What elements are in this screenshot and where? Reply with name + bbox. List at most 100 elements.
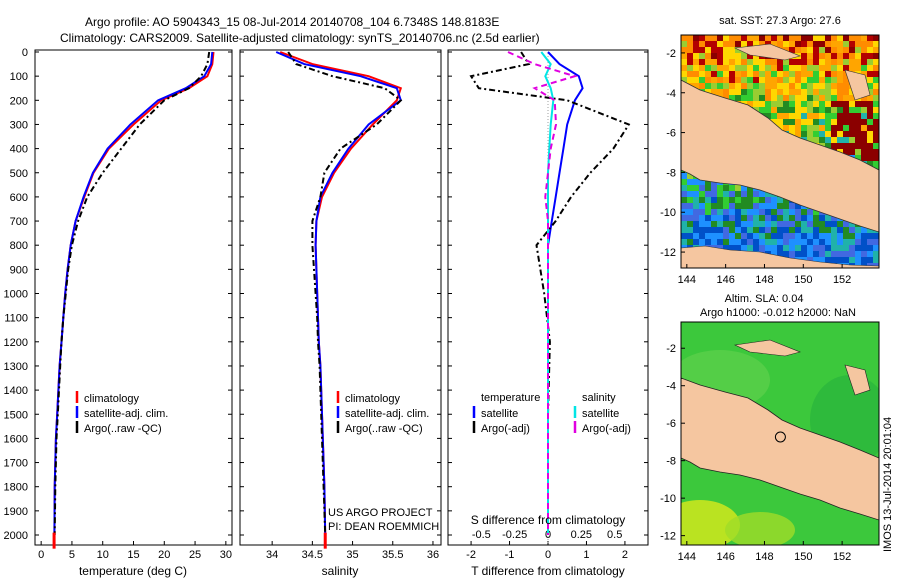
sst-cell [699, 41, 705, 47]
sst-cell [867, 101, 873, 107]
sst-cell [867, 77, 873, 83]
sst-cell [825, 59, 831, 65]
sst-cell [831, 215, 837, 221]
sst-cell [843, 107, 849, 113]
sst-cell [681, 77, 687, 83]
sst-cell [729, 77, 735, 83]
sst-cell [687, 59, 693, 65]
sst-cell [777, 233, 783, 239]
sst-cell [867, 227, 873, 233]
sst-cell [813, 119, 819, 125]
sst-cell [807, 239, 813, 245]
sst-cell [723, 77, 729, 83]
sst-cell [747, 221, 753, 227]
sst-cell [861, 59, 867, 65]
sst-cell [729, 191, 735, 197]
sst-cell [699, 221, 705, 227]
sst-cell [795, 47, 801, 53]
sst-cell [801, 107, 807, 113]
map-lat-label: -8 [666, 167, 676, 179]
sst-cell [723, 71, 729, 77]
sst-cell [711, 47, 717, 53]
sst-cell [711, 65, 717, 71]
sst-cell [867, 41, 873, 47]
sst-cell [753, 221, 759, 227]
sst-cell [789, 89, 795, 95]
sst-cell [777, 251, 783, 257]
credit-pi: PI: DEAN ROEMMICH [328, 521, 439, 533]
sst-cell [789, 119, 795, 125]
sst-cell [855, 53, 861, 59]
sst-cell [819, 119, 825, 125]
sst-cell [795, 107, 801, 113]
sst-cell [723, 227, 729, 233]
sst-cell [855, 65, 861, 71]
sst-cell [717, 227, 723, 233]
sst-cell [681, 239, 687, 245]
sst-cell [741, 59, 747, 65]
sst-cell [777, 77, 783, 83]
sst-cell [843, 47, 849, 53]
sst-cell [711, 233, 717, 239]
sst-cell [867, 59, 873, 65]
sst-cell [861, 233, 867, 239]
sst-landmass-south [681, 245, 879, 268]
salinity-legend: climatology satellite-adj. clim. Argo(..… [336, 391, 429, 435]
sst-cell [747, 77, 753, 83]
sst-cell [687, 203, 693, 209]
sst-cell [795, 95, 801, 101]
sst-cell [867, 107, 873, 113]
sst-cell [723, 245, 729, 251]
sst-cell [783, 203, 789, 209]
sst-cell [813, 215, 819, 221]
sst-cell [843, 245, 849, 251]
map-lat-label: -12 [660, 247, 676, 259]
sst-cell [747, 65, 753, 71]
sst-cell [837, 245, 843, 251]
x-tick-label: 34 [266, 549, 278, 561]
sst-cell [771, 107, 777, 113]
sst-cell [783, 245, 789, 251]
sst-cell [819, 65, 825, 71]
sst-cell [693, 59, 699, 65]
x-tick-label: 0 [545, 549, 551, 561]
salinity-plot-frame [239, 49, 442, 546]
sst-cell [819, 233, 825, 239]
sst-cell [783, 47, 789, 53]
sst-cell [753, 215, 759, 221]
sst-cell [825, 77, 831, 83]
sst-cell [819, 245, 825, 251]
sst-cell [825, 215, 831, 221]
sst-cell [783, 227, 789, 233]
sst-cell [777, 107, 783, 113]
sst-cell [765, 35, 771, 41]
depth-tick-label: 400 [10, 144, 28, 156]
sst-cell [807, 215, 813, 221]
sst-cell [711, 203, 717, 209]
sst-cell [819, 215, 825, 221]
x-tick-label: -2 [466, 549, 476, 561]
sst-cell [807, 113, 813, 119]
sst-cell [825, 47, 831, 53]
map-lon-label: 146 [716, 274, 734, 286]
sst-cell [723, 215, 729, 221]
sst-cell [729, 59, 735, 65]
sst-cell [735, 239, 741, 245]
sst-cell [765, 191, 771, 197]
sst-cell [723, 185, 729, 191]
sst-cell [729, 95, 735, 101]
sst-cell [723, 209, 729, 215]
sst-cell [825, 119, 831, 125]
sst-cell [717, 59, 723, 65]
sst-cell [825, 143, 831, 149]
sst-cell [825, 251, 831, 257]
sst-cell [777, 119, 783, 125]
sst-cell [867, 245, 873, 251]
sst-cell [849, 221, 855, 227]
sst-cell [735, 53, 741, 59]
sst-cell [825, 257, 831, 263]
sst-cell [843, 257, 849, 263]
sst-cell [873, 119, 879, 125]
sst-cell [801, 125, 807, 131]
sst-cell [813, 131, 819, 137]
